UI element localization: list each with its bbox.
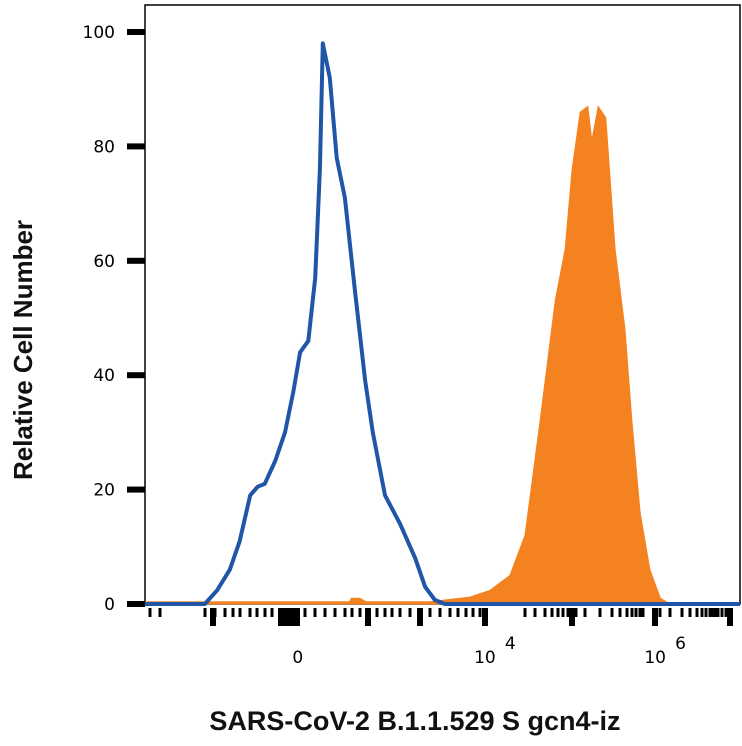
x-tick-exponent: 6 xyxy=(675,634,686,654)
x-minor-tick xyxy=(323,608,327,617)
x-minor-tick xyxy=(533,608,537,617)
x-minor-tick xyxy=(543,608,547,617)
x-minor-tick xyxy=(638,608,642,617)
plot-frame xyxy=(144,4,741,605)
x-minor-tick xyxy=(203,608,207,617)
x-minor-tick xyxy=(464,608,468,617)
x-minor-tick xyxy=(231,608,235,617)
y-tick-mark xyxy=(127,372,145,379)
x-minor-tick xyxy=(695,608,699,617)
x-minor-tick xyxy=(724,608,728,617)
x-major-tick xyxy=(727,608,733,626)
x-tick-label: 10 xyxy=(474,648,496,668)
x-minor-tick xyxy=(710,608,714,617)
x-minor-tick xyxy=(375,608,379,617)
x-minor-tick xyxy=(390,608,394,617)
x-minor-tick xyxy=(688,608,692,617)
x-minor-tick xyxy=(456,608,460,617)
x-minor-tick xyxy=(618,608,622,617)
x-minor-tick xyxy=(713,608,717,617)
x-minor-tick xyxy=(561,608,565,617)
x-major-tick xyxy=(417,608,423,626)
x-minor-tick xyxy=(255,608,259,617)
x-minor-tick xyxy=(398,608,402,617)
x-minor-tick xyxy=(523,608,527,617)
x-minor-tick xyxy=(598,608,602,617)
x-minor-tick xyxy=(471,608,475,617)
x-tick-label: 0 xyxy=(292,648,303,668)
x-minor-tick xyxy=(223,608,227,617)
y-tick-label: 0 xyxy=(104,595,115,615)
x-minor-tick xyxy=(408,608,412,617)
y-tick-label: 100 xyxy=(83,23,115,43)
y-tick-mark xyxy=(127,486,145,493)
x-tick-exponent: 4 xyxy=(505,634,516,654)
x-minor-tick xyxy=(658,608,662,617)
y-tick-mark xyxy=(127,257,145,264)
y-tick-label: 40 xyxy=(93,366,115,386)
x-minor-tick xyxy=(333,608,337,617)
series-0-line xyxy=(145,41,740,606)
y-tick-label: 60 xyxy=(93,252,115,272)
y-tick-mark xyxy=(127,29,145,35)
x-minor-tick xyxy=(641,608,645,617)
x-minor-tick xyxy=(158,608,162,617)
x-zero-tick-cluster xyxy=(278,608,300,626)
x-minor-tick xyxy=(383,608,387,617)
x-tick-label: 10 xyxy=(644,648,666,668)
x-minor-tick xyxy=(634,608,638,617)
x-minor-tick xyxy=(700,608,704,617)
x-major-tick xyxy=(365,608,371,626)
x-axis-label: SARS-CoV-2 B.1.1.529 S gcn4-iz xyxy=(209,706,620,736)
x-minor-tick xyxy=(270,608,274,617)
x-minor-tick xyxy=(625,608,629,617)
x-minor-tick xyxy=(263,608,267,617)
x-minor-tick xyxy=(438,608,442,617)
x-minor-tick xyxy=(668,608,672,617)
x-major-tick xyxy=(569,608,575,626)
x-minor-tick xyxy=(680,608,684,617)
x-minor-tick xyxy=(478,608,482,617)
x-minor-tick xyxy=(303,608,307,617)
x-minor-tick xyxy=(428,608,432,617)
x-minor-tick xyxy=(566,608,570,617)
x-minor-tick xyxy=(313,608,317,617)
x-minor-tick xyxy=(583,608,587,617)
y-tick-label: 80 xyxy=(93,137,115,157)
x-major-tick xyxy=(482,608,488,626)
x-minor-tick xyxy=(343,608,347,617)
x-minor-tick xyxy=(716,608,720,617)
x-minor-tick xyxy=(708,608,712,617)
x-minor-tick xyxy=(358,608,362,617)
y-tick-mark xyxy=(127,601,145,607)
x-major-tick xyxy=(652,608,658,626)
x-minor-tick xyxy=(238,608,242,617)
y-tick-mark xyxy=(127,143,145,150)
x-minor-tick xyxy=(248,608,252,617)
y-axis-label: Relative Cell Number xyxy=(8,220,38,480)
x-minor-tick xyxy=(704,608,708,617)
x-minor-tick xyxy=(550,608,554,617)
x-minor-tick xyxy=(630,608,634,617)
x-minor-tick xyxy=(610,608,614,617)
x-minor-tick xyxy=(720,608,724,617)
x-minor-tick xyxy=(148,608,152,617)
series-1-area xyxy=(144,105,740,605)
x-minor-tick xyxy=(448,608,452,617)
x-minor-tick xyxy=(574,608,578,617)
x-major-tick xyxy=(210,608,216,626)
x-minor-tick xyxy=(350,608,354,617)
y-tick-label: 20 xyxy=(93,481,115,501)
x-minor-tick xyxy=(556,608,560,617)
